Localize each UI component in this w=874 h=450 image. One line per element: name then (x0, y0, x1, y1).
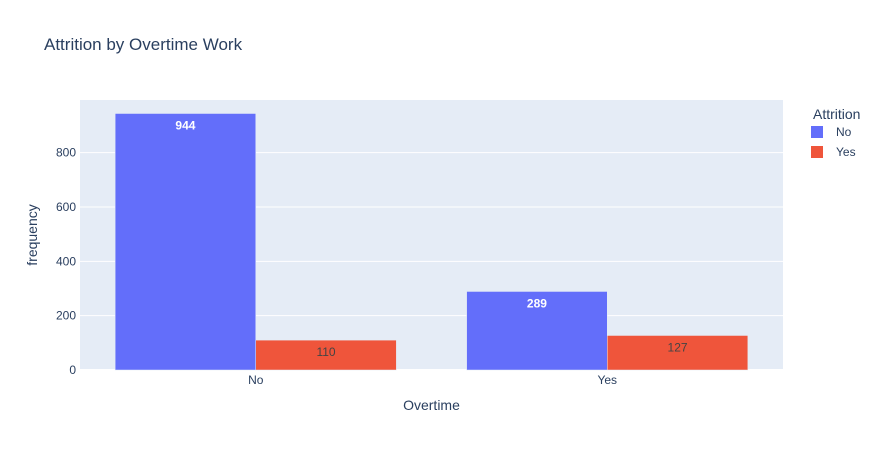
y-axis-ticks: 0 200 400 600 800 (56, 146, 76, 377)
legend[interactable]: Attrition No Yes (811, 106, 860, 159)
bars (114, 113, 749, 371)
legend-swatch (811, 126, 823, 138)
bar[interactable] (114, 113, 257, 371)
bar[interactable] (255, 339, 397, 371)
legend-item[interactable]: Yes (811, 145, 856, 159)
legend-title: Attrition (813, 106, 860, 122)
y-tick-label: 400 (56, 254, 76, 268)
y-axis-title: frequency (24, 204, 40, 265)
bar[interactable] (607, 335, 749, 371)
x-tick-label: Yes (597, 373, 617, 387)
y-tick-label: 0 (69, 363, 76, 377)
chart-title: Attrition by Overtime Work (44, 35, 243, 54)
legend-label: No (836, 125, 852, 139)
legend-item[interactable]: No (811, 125, 852, 139)
legend-label: Yes (836, 145, 856, 159)
y-tick-label: 600 (56, 200, 76, 214)
data-labels: 944 110 289 127 (175, 119, 687, 360)
data-label: 110 (316, 345, 335, 359)
bar[interactable] (466, 291, 608, 371)
x-axis-title: Overtime (403, 397, 460, 413)
data-label: 289 (527, 296, 547, 310)
x-tick-label: No (248, 373, 264, 387)
legend-swatch (811, 146, 823, 158)
y-tick-label: 200 (56, 309, 76, 323)
data-label: 127 (668, 340, 688, 354)
x-axis-ticks: No Yes (248, 373, 617, 387)
data-label: 944 (175, 119, 195, 133)
y-tick-label: 800 (56, 146, 76, 160)
